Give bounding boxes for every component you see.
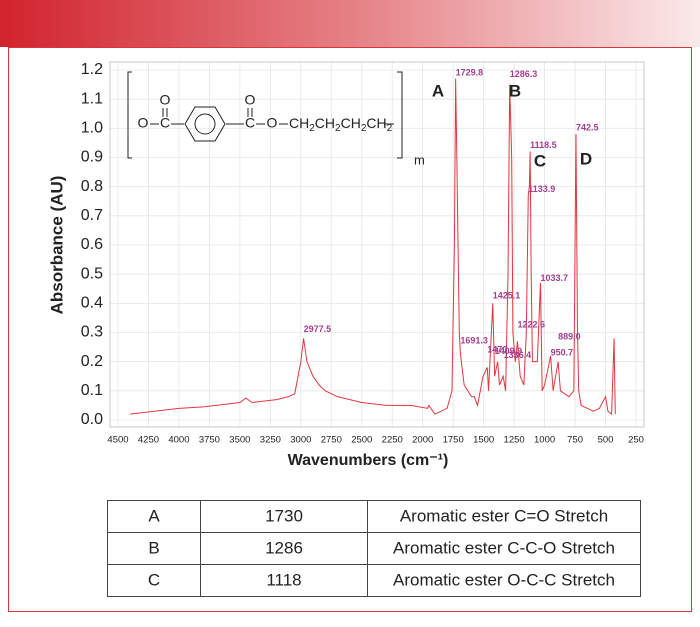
atom: C <box>160 115 170 131</box>
atom: O <box>160 92 171 108</box>
y-tick-label: 0.3 <box>81 324 103 341</box>
peak-label: 1470 <box>487 344 507 354</box>
table-rules <box>107 500 641 597</box>
x-tick-label: 1250 <box>504 435 525 446</box>
subscript: 2 <box>387 123 393 134</box>
bond <box>247 108 394 125</box>
bond <box>162 108 244 125</box>
bracket <box>127 71 403 159</box>
plot-frame <box>109 61 645 428</box>
y-axis-label: Absorbance (AU) <box>47 176 66 315</box>
table-cell: C <box>148 570 160 589</box>
atom: CH <box>289 115 309 131</box>
subscript: 2 <box>361 123 367 134</box>
peak-label: 1425.1 <box>493 290 521 300</box>
peak-label: 950.7 <box>551 347 574 357</box>
x-tick-label: 1500 <box>473 435 494 446</box>
peak-letter: C <box>534 151 546 170</box>
peak-label: 1409.9 <box>495 346 523 356</box>
atom: C <box>245 115 255 131</box>
x-tick-label: 4500 <box>107 435 128 446</box>
x-tick-label: 2250 <box>382 435 403 446</box>
table-cell: 1286 <box>265 538 303 557</box>
chain: CH2CH2CH2CH2 <box>289 115 393 134</box>
y-tick-label: 0.6 <box>81 236 103 253</box>
table-cell: Aromatic ester O-C-C Stretch <box>393 570 615 589</box>
spectrum-line <box>130 78 616 416</box>
atom: CH <box>315 115 335 131</box>
x-tick-label: 3500 <box>229 435 250 446</box>
peak-letter: D <box>580 149 592 168</box>
x-tick-label: 250 <box>628 435 644 446</box>
frame <box>8 47 692 612</box>
y-tick-label: 0.4 <box>81 295 103 312</box>
atom: O <box>245 92 256 108</box>
x-tick-label: 4250 <box>138 435 159 446</box>
structure: m O C O C O O CH2CH2CH2CH2 <box>127 71 425 167</box>
header-band <box>0 0 700 47</box>
peak-label: 1336.4 <box>504 350 532 360</box>
table-cell: Aromatic ester C=O Stretch <box>400 506 608 525</box>
x-tick-label: 3750 <box>199 435 220 446</box>
x-tick-label: 2000 <box>412 435 433 446</box>
peak-label: 1286.3 <box>510 69 538 79</box>
y-tick-label: 0.1 <box>81 382 103 399</box>
x-tick-label: 2500 <box>351 435 372 446</box>
atom: O <box>138 115 149 131</box>
x-tick-label: 1750 <box>443 435 464 446</box>
table-cell: B <box>148 538 159 557</box>
table-cell: 1730 <box>265 506 303 525</box>
y-tick-label: 1.1 <box>81 90 103 107</box>
x-tick-label: 4000 <box>168 435 189 446</box>
peak-letter: B <box>509 81 521 100</box>
peak-label: 889.0 <box>558 331 581 341</box>
peak-label: 742.5 <box>576 123 599 133</box>
table-cell: A <box>148 506 160 525</box>
y-tick-label: 1.2 <box>81 61 103 78</box>
atom: CH <box>366 115 386 131</box>
repeat-index: m <box>414 152 425 167</box>
y-tick-label: 0.8 <box>81 178 103 195</box>
peak-label: 1133.9 <box>528 184 555 194</box>
subscript: 2 <box>335 123 341 134</box>
x-tick-label: 750 <box>567 435 583 446</box>
table-border <box>107 500 641 597</box>
y-tick-label: 0.2 <box>81 353 103 370</box>
atom: CH <box>341 115 361 131</box>
subscript: 2 <box>309 123 315 134</box>
y-tick-label: 0.5 <box>81 265 103 282</box>
x-tick-label: 500 <box>598 435 614 446</box>
ring <box>194 113 216 135</box>
x-axis-label: Wavenumbers (cm⁻¹) <box>288 452 449 469</box>
x-tick-label: 3000 <box>290 435 311 446</box>
table: A 1730 Aromatic ester C=O Stretch B 1286 Arom… <box>107 500 641 597</box>
atom: O <box>267 115 278 131</box>
y-tick-label: 1.0 <box>81 120 103 137</box>
peak-label: 1729.8 <box>456 67 484 77</box>
peak-label: 1222.6 <box>517 320 545 330</box>
x-tick-label: 1000 <box>534 435 555 446</box>
x-tick-label: 2750 <box>321 435 342 446</box>
y-tick-label: 0.7 <box>81 207 103 224</box>
x-tick-label: 3250 <box>260 435 281 446</box>
peak-label: 1691.3 <box>460 336 488 346</box>
peak-label: 1118.5 <box>530 140 557 150</box>
peak-letter: A <box>432 81 444 100</box>
peak-label: 1033.7 <box>540 273 568 283</box>
table-cell: 1118 <box>266 570 301 589</box>
peak-label: 2977.5 <box>304 324 332 334</box>
table-cell: Aromatic ester C-C-O Stretch <box>393 538 615 557</box>
ring <box>184 106 226 142</box>
y-tick-label: 0.0 <box>81 411 103 428</box>
y-tick-label: 0.9 <box>81 149 103 166</box>
plot: 0.0 0.1 0.2 0.3 0.4 0.5 0.6 0.7 0.8 0.9 1.0 1.1 1.2 4… <box>81 61 644 446</box>
